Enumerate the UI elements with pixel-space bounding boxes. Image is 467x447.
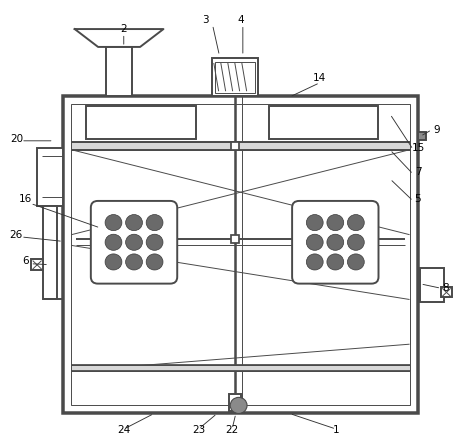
- Bar: [215, 62, 255, 93]
- Circle shape: [327, 234, 344, 250]
- Text: 1: 1: [333, 425, 340, 435]
- Bar: [269, 106, 378, 139]
- Bar: [229, 395, 241, 411]
- Text: 7: 7: [415, 167, 421, 177]
- Bar: [86, 106, 196, 139]
- Circle shape: [347, 234, 364, 250]
- Circle shape: [146, 215, 163, 231]
- Circle shape: [105, 254, 122, 270]
- Bar: [71, 104, 410, 405]
- FancyBboxPatch shape: [91, 201, 177, 284]
- Bar: [31, 259, 43, 270]
- Circle shape: [126, 254, 142, 270]
- Circle shape: [230, 397, 247, 413]
- Text: 2: 2: [120, 24, 127, 34]
- Text: 6: 6: [22, 257, 29, 266]
- Text: 24: 24: [117, 425, 130, 435]
- Circle shape: [126, 234, 142, 250]
- Bar: [418, 132, 426, 140]
- Circle shape: [347, 215, 364, 231]
- Circle shape: [126, 215, 142, 231]
- Text: 9: 9: [433, 125, 440, 135]
- Bar: [231, 142, 239, 150]
- Bar: [37, 148, 63, 206]
- Bar: [106, 47, 132, 96]
- FancyBboxPatch shape: [292, 201, 378, 284]
- Circle shape: [327, 254, 344, 270]
- Bar: [71, 365, 410, 371]
- Circle shape: [105, 215, 122, 231]
- Circle shape: [105, 234, 122, 250]
- Text: 4: 4: [237, 15, 244, 25]
- Bar: [441, 287, 452, 297]
- Text: 5: 5: [415, 194, 421, 204]
- Bar: [71, 142, 410, 150]
- Text: 14: 14: [313, 73, 326, 83]
- Bar: [420, 268, 444, 302]
- Circle shape: [347, 254, 364, 270]
- Text: 16: 16: [19, 194, 32, 204]
- Bar: [231, 235, 239, 243]
- Text: 20: 20: [10, 134, 23, 143]
- Circle shape: [327, 215, 344, 231]
- Circle shape: [306, 215, 323, 231]
- Bar: [63, 96, 418, 413]
- Text: 26: 26: [10, 230, 23, 240]
- Text: 3: 3: [202, 15, 209, 25]
- Bar: [212, 58, 258, 96]
- Polygon shape: [75, 29, 163, 47]
- Text: 8: 8: [443, 283, 449, 293]
- Circle shape: [306, 234, 323, 250]
- Circle shape: [146, 234, 163, 250]
- Text: 22: 22: [226, 425, 239, 435]
- Circle shape: [146, 254, 163, 270]
- Bar: [43, 206, 57, 299]
- Text: 15: 15: [411, 143, 425, 152]
- Text: 23: 23: [192, 425, 205, 435]
- Circle shape: [306, 254, 323, 270]
